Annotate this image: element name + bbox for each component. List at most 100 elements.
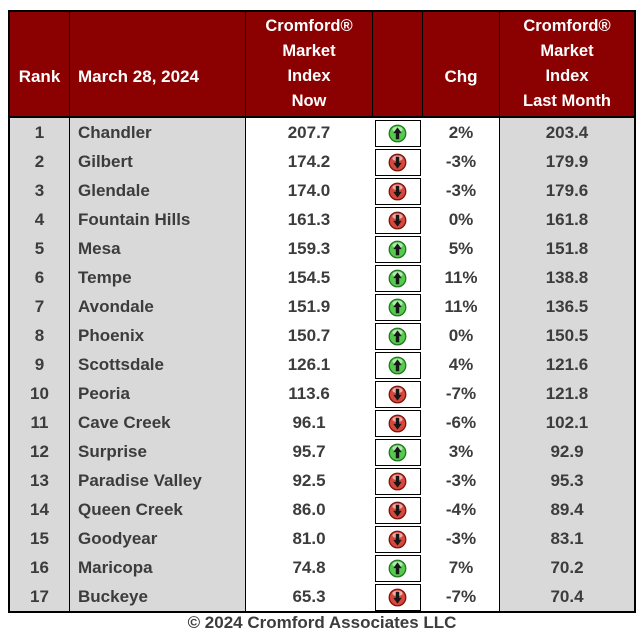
direction-cell [372,292,423,321]
direction-cell [372,466,423,495]
rank-cell: 7 [10,292,70,321]
city-cell: Gilbert [70,147,246,176]
column-header-index-now: Cromford® Market Index Now [246,12,372,118]
arrow-down-icon [388,211,407,229]
city-cell: Mesa [70,234,246,263]
index-last-month-cell: 136.5 [499,292,634,321]
arrow-up-icon [388,240,407,258]
index-now-cell: 151.9 [246,292,372,321]
index-now-cell: 161.3 [246,205,372,234]
arrow-up-icon [388,356,407,374]
index-last-month-cell: 121.6 [499,350,634,379]
index-last-month-cell: 102.1 [499,408,634,437]
chg-cell: -6% [423,408,499,437]
index-now-cell: 95.7 [246,437,372,466]
direction-icon-box [374,409,421,437]
index-last-month-cell: 179.9 [499,147,634,176]
direction-cell [372,524,423,553]
rank-cell: 17 [10,582,70,611]
index-now-cell: 154.5 [246,263,372,292]
arrow-up-icon [388,443,407,461]
index-last-month-cell: 161.8 [499,205,634,234]
direction-cell [372,379,423,408]
direction-icon-box [374,380,421,408]
rank-cell: 3 [10,176,70,205]
arrow-down-icon [388,182,407,200]
rank-cell: 15 [10,524,70,553]
index-now-cell: 65.3 [246,582,372,611]
city-cell: Queen Creek [70,495,246,524]
rank-cell: 13 [10,466,70,495]
arrow-up-icon [388,559,407,577]
city-cell: Scottsdale [70,350,246,379]
direction-cell [372,408,423,437]
rank-cell: 10 [10,379,70,408]
direction-icon-box [374,235,421,263]
direction-icon-box [374,322,421,350]
column-header-rank: Rank [10,12,70,118]
direction-cell [372,582,423,611]
rank-cell: 5 [10,234,70,263]
city-cell: Avondale [70,292,246,321]
rank-cell: 6 [10,263,70,292]
direction-icon-box [374,351,421,379]
city-cell: Peoria [70,379,246,408]
arrow-down-icon [388,153,407,171]
arrow-down-icon [388,501,407,519]
arrow-up-icon [388,269,407,287]
column-header-chg: Chg [423,12,499,118]
index-now-cell: 92.5 [246,466,372,495]
index-last-month-cell: 89.4 [499,495,634,524]
index-now-cell: 159.3 [246,234,372,263]
index-now-cell: 126.1 [246,350,372,379]
arrow-down-icon [388,414,407,432]
chg-cell: 0% [423,205,499,234]
column-header-date: March 28, 2024 [70,12,246,118]
chg-cell: 2% [423,118,499,147]
rank-cell: 16 [10,553,70,582]
direction-icon-box [374,177,421,205]
chg-cell: 5% [423,234,499,263]
column-header-direction [372,12,423,118]
rank-cell: 14 [10,495,70,524]
arrow-up-icon [388,298,407,316]
direction-icon-box [374,583,421,611]
direction-cell [372,495,423,524]
rank-cell: 9 [10,350,70,379]
index-last-month-cell: 92.9 [499,437,634,466]
city-cell: Surprise [70,437,246,466]
index-now-cell: 150.7 [246,321,372,350]
rank-cell: 1 [10,118,70,147]
arrow-down-icon [388,530,407,548]
index-last-month-cell: 121.8 [499,379,634,408]
index-last-month-cell: 95.3 [499,466,634,495]
index-last-month-cell: 179.6 [499,176,634,205]
direction-icon-box [374,554,421,582]
chg-cell: 11% [423,292,499,321]
city-cell: Chandler [70,118,246,147]
city-cell: Buckeye [70,582,246,611]
direction-cell [372,176,423,205]
direction-cell [372,147,423,176]
city-cell: Fountain Hills [70,205,246,234]
chg-cell: -4% [423,495,499,524]
index-now-cell: 96.1 [246,408,372,437]
direction-icon-box [374,119,421,147]
city-cell: Glendale [70,176,246,205]
chg-cell: -7% [423,582,499,611]
direction-cell [372,205,423,234]
column-header-rank-label: Rank [18,67,61,86]
arrow-up-icon [388,327,407,345]
index-last-month-cell: 151.8 [499,234,634,263]
direction-cell [372,553,423,582]
chg-cell: 3% [423,437,499,466]
copyright-notice: © 2024 Cromford Associates LLC [187,613,457,632]
direction-icon-box [374,264,421,292]
direction-icon-box [374,148,421,176]
index-now-cell: 174.2 [246,147,372,176]
rank-cell: 8 [10,321,70,350]
index-now-cell: 74.8 [246,553,372,582]
chg-cell: 7% [423,553,499,582]
direction-icon-box [374,438,421,466]
index-last-month-cell: 83.1 [499,524,634,553]
